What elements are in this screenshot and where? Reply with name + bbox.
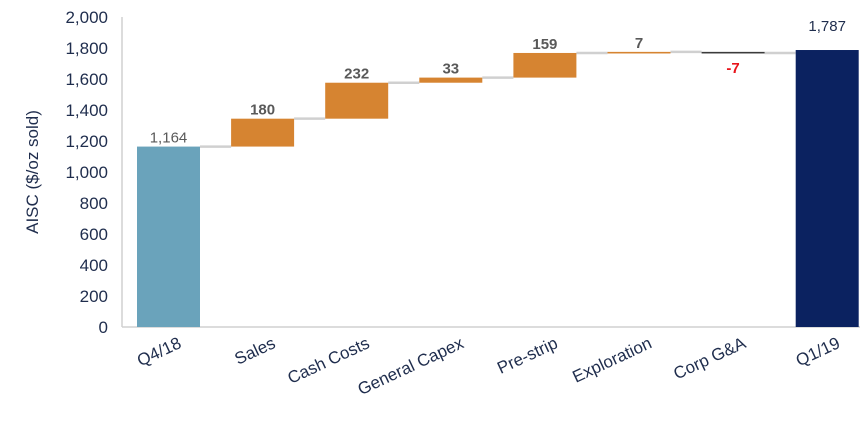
data-label: 232 (344, 66, 369, 83)
y-tick-labels: 0 200 400 600 800 1,000 1,200 1,400 1,600 1,800 2,… (65, 8, 108, 337)
bars (137, 50, 859, 327)
bar-exploration (607, 51, 671, 54)
data-label: 1,787 (808, 18, 846, 35)
data-label: 33 (442, 61, 459, 78)
x-tick-label: General Capex (355, 333, 467, 399)
x-tick-label: Pre-strip (494, 333, 560, 377)
bar-q1-19 (795, 50, 859, 327)
x-tick-label: Corp G&A (671, 333, 750, 383)
y-axis-title: AISC ($/oz sold) (23, 110, 42, 234)
x-tick-label: Exploration (570, 333, 655, 386)
data-label: 159 (532, 36, 557, 53)
y-tick-label: 600 (80, 225, 108, 244)
data-label: -7 (726, 60, 739, 77)
value-labels: 1,164 180 232 33 159 7 -7 1,787 (150, 18, 846, 147)
data-label: 1,164 (150, 130, 188, 147)
y-tick-label: 400 (80, 256, 108, 275)
y-tick-label: 1,800 (65, 39, 108, 58)
bar-cash-costs (325, 82, 389, 119)
y-tick-label: 1,600 (65, 70, 108, 89)
connector-lines (200, 50, 796, 148)
x-tick-label: Q1/19 (793, 333, 843, 370)
bar-pre-strip (513, 52, 577, 78)
bar-q4-18 (137, 146, 200, 327)
bar-sales (231, 118, 295, 147)
y-tick-label: 200 (80, 287, 108, 306)
x-tick-label: Sales (232, 333, 279, 368)
y-tick-label: 800 (80, 194, 108, 213)
x-tick-label: Q4/18 (134, 333, 184, 370)
y-tick-label: 1,000 (65, 163, 108, 182)
y-tick-label: 2,000 (65, 8, 108, 27)
y-tick-label: 0 (99, 318, 108, 337)
y-tick-label: 1,200 (65, 132, 108, 151)
bar-corp-g-a (701, 51, 765, 54)
data-label: 180 (250, 102, 275, 119)
y-tick-label: 1,400 (65, 101, 108, 120)
data-label: 7 (635, 35, 643, 52)
bar-general-capex (419, 77, 483, 83)
